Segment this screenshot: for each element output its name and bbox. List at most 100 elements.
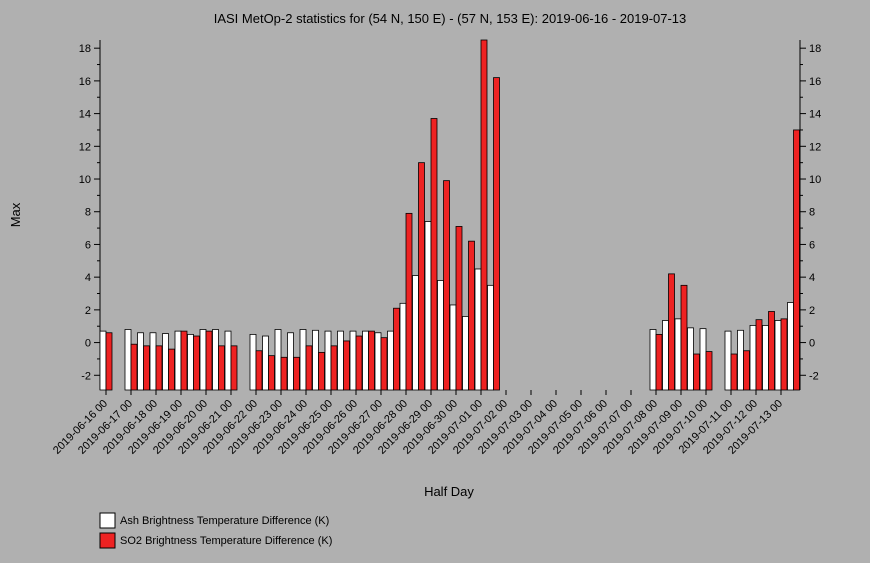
bar xyxy=(693,353,700,391)
bar xyxy=(268,355,275,391)
bar xyxy=(743,350,750,391)
bar xyxy=(199,329,207,391)
bar xyxy=(749,324,757,391)
bar xyxy=(280,356,288,391)
bar xyxy=(349,330,357,391)
bar xyxy=(205,330,213,391)
bar xyxy=(337,330,344,391)
bar xyxy=(355,335,363,391)
bar xyxy=(368,330,375,391)
bar xyxy=(762,324,769,391)
legend-swatch xyxy=(99,532,116,549)
bar xyxy=(787,302,794,391)
bar xyxy=(405,212,413,391)
legend-swatch xyxy=(99,512,116,529)
bar xyxy=(230,345,238,391)
bar xyxy=(418,162,425,391)
bar xyxy=(174,330,182,391)
bar xyxy=(224,330,232,391)
y2-tick-label: 2 xyxy=(809,305,815,317)
bar xyxy=(455,226,463,391)
y-tick-label: 0 xyxy=(85,338,91,350)
y-tick-label: 14 xyxy=(79,109,91,121)
bar xyxy=(437,280,444,391)
bar xyxy=(655,333,663,391)
bar xyxy=(680,284,688,391)
y-tick-label: 2 xyxy=(85,305,91,317)
bar xyxy=(218,345,225,391)
bar xyxy=(474,268,482,391)
bar xyxy=(299,329,307,391)
bar xyxy=(305,345,313,391)
legend-label: Ash Brightness Temperature Difference (K… xyxy=(120,515,329,527)
y2-tick-label: 6 xyxy=(809,239,815,251)
bar xyxy=(737,329,744,391)
bar xyxy=(287,332,294,391)
bar xyxy=(755,319,763,391)
bar xyxy=(312,329,319,391)
bar xyxy=(318,351,325,391)
legend-label: SO2 Brightness Temperature Difference (K… xyxy=(120,535,332,547)
y2-tick-label: -2 xyxy=(809,370,819,382)
bar xyxy=(362,330,369,391)
bar xyxy=(212,329,219,391)
y2-tick-label: 4 xyxy=(809,272,815,284)
bar xyxy=(705,351,713,391)
bar xyxy=(793,129,800,391)
bar xyxy=(155,345,163,391)
bar xyxy=(487,284,494,391)
y2-tick-label: 14 xyxy=(809,109,821,121)
bar xyxy=(187,333,194,391)
bar xyxy=(412,275,419,391)
bar xyxy=(493,77,500,391)
bar xyxy=(393,307,400,391)
bar xyxy=(462,316,469,391)
bar xyxy=(193,335,200,391)
bar xyxy=(293,356,300,391)
bar xyxy=(255,350,263,391)
y-tick-label: 10 xyxy=(79,174,91,186)
y2-tick-label: 18 xyxy=(809,43,821,55)
y2-tick-label: 10 xyxy=(809,174,821,186)
bar xyxy=(668,273,675,391)
y-tick-label: 6 xyxy=(85,239,91,251)
bar xyxy=(99,330,107,391)
bar xyxy=(149,332,157,391)
y-tick-label: -2 xyxy=(81,370,91,382)
y2-tick-label: 12 xyxy=(809,141,821,153)
y-tick-label: 12 xyxy=(79,141,91,153)
bar xyxy=(449,304,457,391)
bar xyxy=(262,335,269,391)
y-tick-label: 4 xyxy=(85,272,91,284)
bar xyxy=(649,329,657,391)
bar xyxy=(768,311,775,391)
bar xyxy=(180,330,188,391)
chart-title: IASI MetOp-2 statistics for (54 N, 150 E… xyxy=(214,11,687,26)
bar xyxy=(730,353,738,391)
bar xyxy=(774,320,782,391)
bar xyxy=(399,302,407,391)
bar xyxy=(249,333,257,391)
bar xyxy=(374,332,382,391)
bar xyxy=(130,343,138,391)
bar xyxy=(780,318,788,391)
y-tick-label: 8 xyxy=(85,207,91,219)
y2-tick-label: 8 xyxy=(809,207,815,219)
bar xyxy=(687,327,694,391)
bar xyxy=(480,39,488,391)
bar xyxy=(124,329,132,391)
y2-tick-label: 16 xyxy=(809,76,821,88)
y-tick-label: 16 xyxy=(79,76,91,88)
x-axis-label: Half Day xyxy=(424,484,474,499)
bar xyxy=(105,332,113,391)
bar xyxy=(424,221,432,391)
bar xyxy=(162,333,169,391)
bar xyxy=(430,118,438,391)
bar xyxy=(662,320,669,391)
bar xyxy=(330,345,338,391)
bar xyxy=(468,240,475,391)
bar xyxy=(324,330,332,391)
bar xyxy=(699,328,707,391)
y-axis-label: Max xyxy=(8,202,23,227)
